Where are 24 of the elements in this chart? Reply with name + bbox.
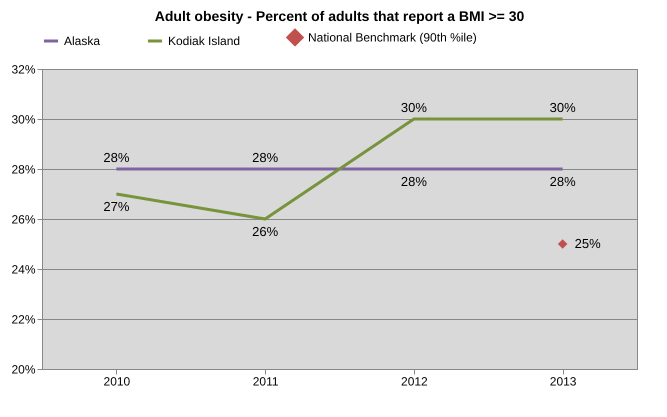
y-tick-label: 20% bbox=[11, 362, 36, 376]
data-label: 28% bbox=[103, 150, 130, 165]
x-tick-label: 2013 bbox=[550, 374, 577, 388]
data-label: 25% bbox=[574, 236, 602, 251]
y-tick-label: 28% bbox=[11, 162, 36, 176]
y-tick-label: 32% bbox=[11, 62, 36, 76]
legend-label: Kodiak Island bbox=[168, 34, 240, 48]
legend-label: Alaska bbox=[64, 34, 100, 48]
y-tick-label: 26% bbox=[11, 212, 36, 226]
data-label: 30% bbox=[400, 100, 428, 115]
x-tick-label: 2010 bbox=[104, 374, 131, 388]
data-label: 30% bbox=[550, 100, 576, 115]
chart-title: Adult obesity - Percent of adults that report a BMI >= 30 bbox=[154, 8, 524, 24]
data-label: 28% bbox=[252, 150, 279, 165]
y-tick-label: 24% bbox=[11, 262, 36, 276]
data-label: 27% bbox=[103, 199, 130, 214]
x-tick-label: 2012 bbox=[401, 374, 428, 388]
legend-label: National Benchmark (90th %ile) bbox=[308, 30, 477, 44]
y-tick-label: 30% bbox=[11, 112, 36, 126]
data-label: 28% bbox=[400, 174, 428, 189]
data-label: 28% bbox=[550, 174, 576, 189]
y-tick-label: 22% bbox=[11, 312, 36, 326]
x-tick-label: 2011 bbox=[252, 374, 279, 388]
data-label: 26% bbox=[252, 224, 279, 239]
